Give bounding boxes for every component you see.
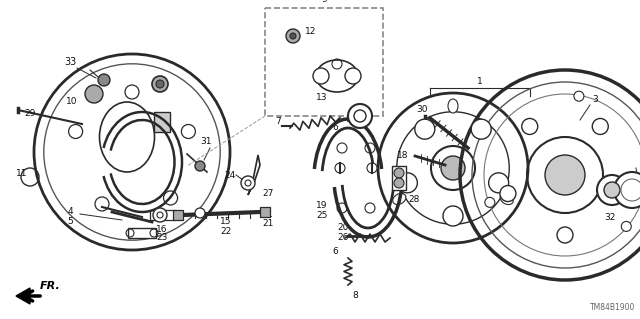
Bar — [265, 8, 383, 116]
Circle shape — [286, 29, 300, 43]
Circle shape — [394, 178, 404, 188]
Text: 1: 1 — [477, 78, 483, 86]
Text: 23: 23 — [156, 234, 168, 242]
Text: 15: 15 — [220, 218, 232, 226]
Bar — [260, 207, 270, 217]
Text: 5: 5 — [67, 218, 73, 226]
Circle shape — [485, 197, 495, 207]
Circle shape — [367, 163, 377, 173]
Text: 30: 30 — [416, 106, 428, 115]
Circle shape — [153, 208, 167, 222]
Ellipse shape — [99, 102, 154, 172]
Circle shape — [489, 173, 509, 193]
Circle shape — [98, 74, 110, 86]
Circle shape — [335, 163, 345, 173]
Circle shape — [443, 206, 463, 226]
Bar — [154, 112, 170, 132]
Text: 6: 6 — [332, 248, 338, 256]
Text: 11: 11 — [16, 169, 28, 179]
Text: 27: 27 — [262, 189, 274, 197]
Text: 28: 28 — [408, 196, 420, 204]
Text: 22: 22 — [220, 226, 232, 235]
Polygon shape — [16, 288, 30, 304]
Ellipse shape — [448, 99, 458, 113]
Circle shape — [394, 168, 404, 178]
Text: 17: 17 — [129, 231, 141, 240]
Ellipse shape — [393, 193, 406, 204]
Text: 20: 20 — [337, 224, 349, 233]
Circle shape — [621, 221, 631, 231]
Text: 19: 19 — [316, 202, 328, 211]
Circle shape — [557, 227, 573, 243]
Text: 31: 31 — [200, 137, 212, 146]
Circle shape — [290, 33, 296, 39]
Bar — [150, 210, 175, 220]
Circle shape — [152, 76, 168, 92]
Circle shape — [604, 182, 620, 198]
Text: 25: 25 — [316, 211, 328, 220]
Circle shape — [397, 173, 417, 193]
Bar — [128, 228, 156, 238]
Text: 12: 12 — [305, 26, 317, 35]
Text: 26: 26 — [337, 233, 349, 241]
Text: 4: 4 — [67, 207, 73, 217]
Text: TM84B1900: TM84B1900 — [589, 303, 635, 312]
Text: 24: 24 — [225, 170, 236, 180]
Circle shape — [522, 118, 538, 135]
Circle shape — [85, 85, 103, 103]
Polygon shape — [248, 155, 260, 195]
Bar — [392, 166, 406, 190]
Text: 3: 3 — [592, 95, 598, 105]
Circle shape — [195, 208, 205, 218]
Text: 33: 33 — [64, 57, 76, 67]
Text: 16: 16 — [156, 225, 168, 234]
Bar — [173, 210, 183, 220]
Text: 6: 6 — [332, 123, 338, 132]
Circle shape — [313, 68, 329, 84]
Circle shape — [156, 80, 164, 88]
Ellipse shape — [500, 193, 513, 204]
Text: 21: 21 — [262, 219, 274, 228]
Ellipse shape — [316, 60, 358, 92]
Circle shape — [195, 161, 205, 171]
Text: 13: 13 — [316, 93, 328, 102]
Text: 29: 29 — [24, 109, 36, 118]
Circle shape — [471, 119, 492, 139]
Text: 7: 7 — [275, 117, 281, 127]
Text: FR.: FR. — [40, 281, 61, 291]
Circle shape — [545, 155, 585, 195]
Text: 9: 9 — [321, 0, 327, 4]
Circle shape — [614, 186, 630, 202]
Circle shape — [415, 119, 435, 139]
Circle shape — [348, 104, 372, 128]
Text: 14: 14 — [262, 211, 274, 219]
Text: 10: 10 — [67, 98, 77, 107]
Circle shape — [345, 68, 361, 84]
Text: 32: 32 — [604, 213, 616, 222]
Circle shape — [241, 176, 255, 190]
Circle shape — [592, 118, 608, 135]
Circle shape — [614, 172, 640, 208]
Circle shape — [500, 186, 516, 202]
Text: 8: 8 — [352, 291, 358, 300]
Circle shape — [574, 91, 584, 101]
Text: 18: 18 — [397, 152, 409, 160]
Circle shape — [597, 175, 627, 205]
Circle shape — [441, 156, 465, 180]
